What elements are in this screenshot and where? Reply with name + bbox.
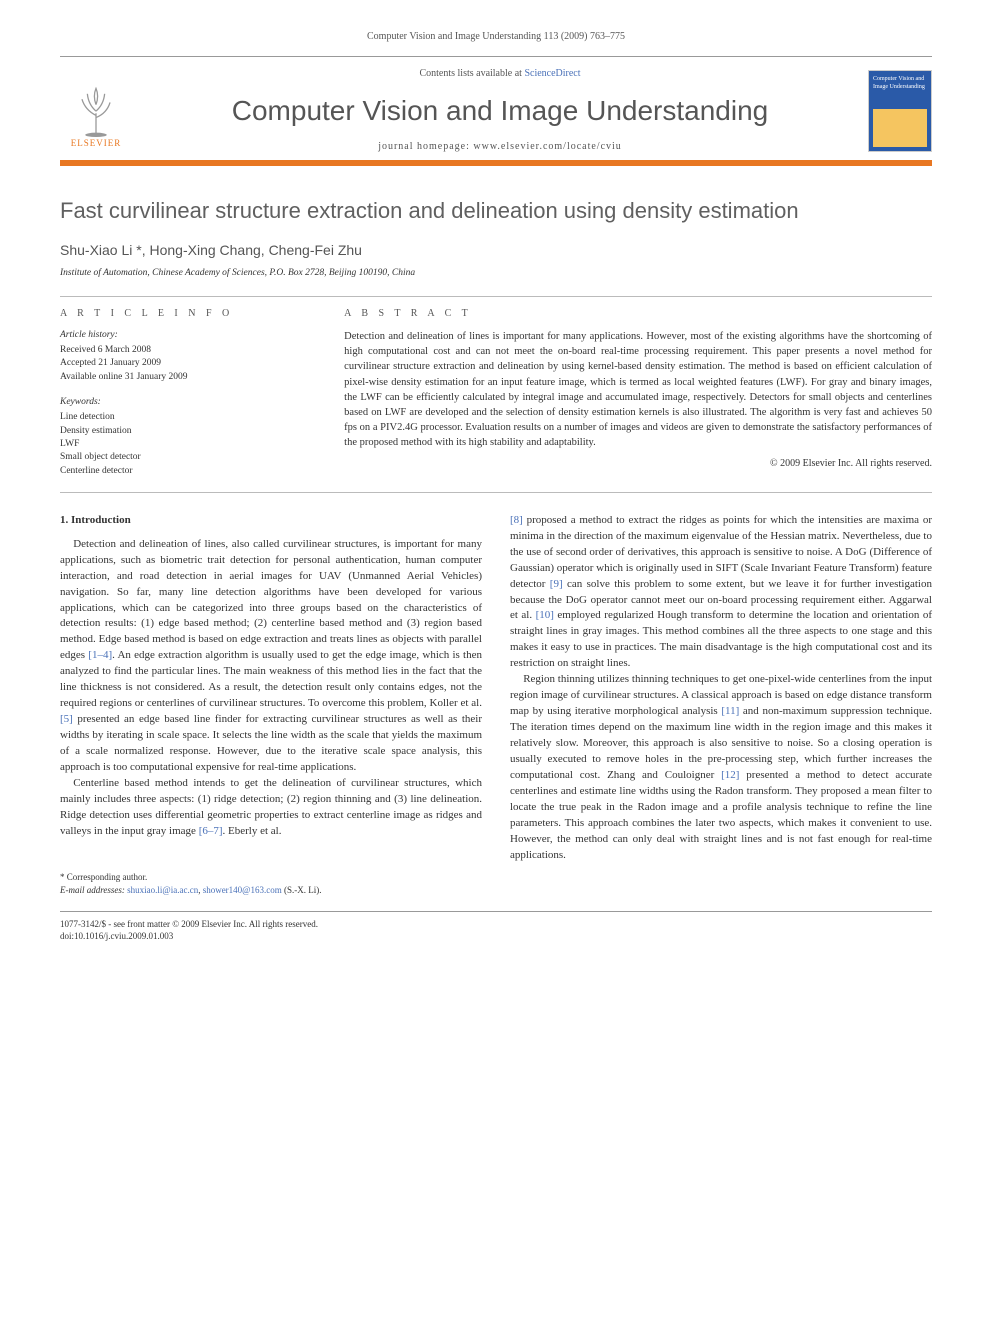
keywords-head: Keywords:: [60, 396, 304, 409]
text-run: employed regularized Hough transform to …: [510, 609, 932, 669]
intro-para-1: Detection and delineation of lines, also…: [60, 537, 482, 776]
text-run: presented an edge based line finder for …: [60, 713, 482, 773]
publisher-logo: ELSEVIER: [60, 72, 132, 150]
ref-link[interactable]: [9]: [550, 578, 563, 590]
abstract-head: A B S T R A C T: [344, 307, 932, 321]
abstract-column: A B S T R A C T Detection and delineatio…: [344, 307, 932, 478]
keyword: LWF: [60, 438, 304, 451]
citation-line: Computer Vision and Image Understanding …: [60, 30, 932, 44]
email-line: E-mail addresses: shuxiao.li@ia.ac.cn, s…: [60, 884, 932, 897]
corr-label: * Corresponding author.: [60, 871, 932, 884]
keyword: Line detection: [60, 411, 304, 424]
ref-link[interactable]: [8]: [510, 514, 523, 526]
keyword: Centerline detector: [60, 465, 304, 478]
corresponding-author-note: * Corresponding author. E-mail addresses…: [60, 871, 932, 896]
email-link[interactable]: shower140@163.com: [203, 885, 282, 895]
email-tail: (S.-X. Li).: [282, 885, 322, 895]
text-run: . Eberly et al.: [223, 825, 282, 837]
article-info-column: A R T I C L E I N F O Article history: R…: [60, 307, 304, 478]
ref-link[interactable]: [6–7]: [199, 825, 223, 837]
article-info-head: A R T I C L E I N F O: [60, 307, 304, 321]
intro-para-3: Region thinning utilizes thinning techni…: [510, 672, 932, 863]
journal-name: Computer Vision and Image Understanding: [148, 91, 852, 130]
issn-line: 1077-3142/$ - see front matter © 2009 El…: [60, 918, 932, 931]
abstract-copyright: © 2009 Elsevier Inc. All rights reserved…: [344, 457, 932, 471]
text-run: presented a method to detect accurate ce…: [510, 769, 932, 861]
ref-link[interactable]: [11]: [721, 705, 739, 717]
cover-title: Computer Vision and Image Understanding: [873, 75, 927, 92]
contents-available: Contents lists available at ScienceDirec…: [148, 67, 852, 81]
journal-homepage: journal homepage: www.elsevier.com/locat…: [148, 140, 852, 154]
intro-para-2-left: Centerline based method intends to get t…: [60, 776, 482, 840]
journal-cover-thumbnail: Computer Vision and Image Understanding: [868, 70, 932, 152]
body-two-columns: 1. Introduction Detection and delineatio…: [60, 513, 932, 864]
authors-line: Shu-Xiao Li *, Hong-Xing Chang, Cheng-Fe…: [60, 241, 932, 261]
section-1-title: 1. Introduction: [60, 513, 482, 529]
elsevier-tree-icon: [69, 83, 123, 137]
contents-prefix: Contents lists available at: [419, 68, 524, 79]
online-date: Available online 31 January 2009: [60, 371, 304, 384]
footer-line: 1077-3142/$ - see front matter © 2009 El…: [60, 911, 932, 943]
text-run: . An edge extraction algorithm is usuall…: [60, 649, 482, 709]
abstract-text: Detection and delineation of lines is im…: [344, 329, 932, 451]
header-center: Contents lists available at ScienceDirec…: [148, 67, 852, 154]
doi-line: doi:10.1016/j.cviu.2009.01.003: [60, 930, 932, 943]
publisher-name: ELSEVIER: [71, 137, 122, 150]
email-label: E-mail addresses:: [60, 885, 127, 895]
ref-link[interactable]: [12]: [721, 769, 739, 781]
sciencedirect-link[interactable]: ScienceDirect: [524, 68, 580, 79]
keyword: Density estimation: [60, 425, 304, 438]
ref-link[interactable]: [1–4]: [88, 649, 112, 661]
journal-header: ELSEVIER Contents lists available at Sci…: [60, 56, 932, 166]
affiliation: Institute of Automation, Chinese Academy…: [60, 267, 932, 280]
received-date: Received 6 March 2008: [60, 344, 304, 357]
email-link[interactable]: shuxiao.li@ia.ac.cn: [127, 885, 198, 895]
accepted-date: Accepted 21 January 2009: [60, 357, 304, 370]
ref-link[interactable]: [10]: [536, 609, 554, 621]
ref-link[interactable]: [5]: [60, 713, 73, 725]
keyword: Small object detector: [60, 451, 304, 464]
cover-image-placeholder: [873, 109, 927, 147]
intro-para-2-right: [8] proposed a method to extract the rid…: [510, 513, 932, 672]
article-meta-row: A R T I C L E I N F O Article history: R…: [60, 296, 932, 493]
history-head: Article history:: [60, 329, 304, 342]
article-title: Fast curvilinear structure extraction an…: [60, 196, 932, 227]
text-run: Detection and delineation of lines, also…: [60, 538, 482, 662]
